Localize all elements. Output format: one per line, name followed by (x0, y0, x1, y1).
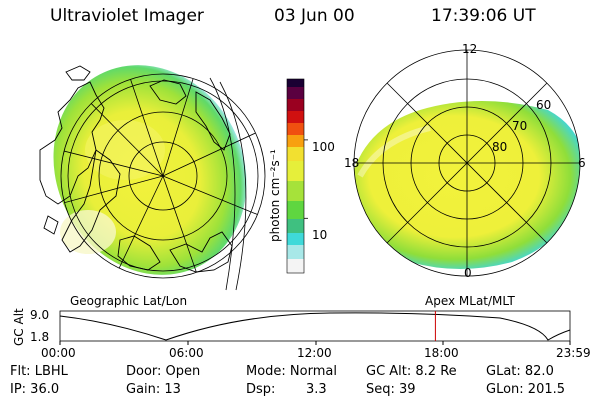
colorbar (286, 78, 308, 274)
altitude-curve (59, 312, 571, 341)
altitude-xtick-0600: 06:00 (169, 346, 204, 360)
geo-grid (61, 74, 265, 278)
left-map-caption: Geographic Lat/Lon (70, 294, 188, 308)
mlt-label-6: 6 (578, 156, 586, 170)
mlat-label-80: 80 (492, 140, 508, 154)
colorbar-tick-label-100: 100 (312, 140, 335, 154)
footer-ip: IP: 36.0 (10, 382, 60, 397)
magnetic-map (353, 49, 581, 277)
footer-seq: Seq: 39 (366, 382, 416, 397)
footer-filter: Flt: LBHL (10, 364, 68, 379)
altitude-xtick-0000: 00:00 (41, 346, 76, 360)
mlat-label-60: 60 (536, 98, 552, 112)
footer-door: Door: Open (126, 364, 201, 379)
colorbar-label: photon cm⁻²s⁻¹ (268, 149, 282, 242)
mlat-label-70: 70 (512, 119, 528, 133)
footer-mode: Mode: Normal (246, 364, 337, 379)
footer-glon: GLon: 201.5 (486, 382, 566, 397)
aurora-image-right (354, 101, 580, 269)
altitude-ylabel: GC Alt (12, 308, 26, 346)
altitude-ytick-1-8: 1.8 (30, 330, 50, 344)
footer-dsp-value: 3.3 (306, 382, 327, 397)
altitude-xtick-1800: 18:00 (424, 346, 459, 360)
altitude-plot (59, 310, 571, 345)
altitude-ytick-9: 9.0 (30, 308, 50, 322)
right-map-caption: Apex MLat/MLT (425, 294, 515, 308)
instrument-title: Ultraviolet Imager (50, 6, 204, 26)
altitude-xtick-2359: 23:59 (556, 346, 591, 360)
footer-gain: Gain: 13 (126, 382, 181, 397)
colorbar-tick-label-10: 10 (312, 228, 328, 242)
mlt-label-12: 12 (462, 42, 478, 56)
footer-dsp-label: Dsp: (246, 382, 276, 397)
footer-gc-alt: GC Alt: 8.2 Re (366, 364, 457, 379)
mlat-grid (353, 49, 581, 277)
time-label: 17:39:06 UT (431, 6, 536, 26)
mlt-label-18: 18 (344, 156, 360, 170)
date-label: 03 Jun 00 (274, 6, 355, 26)
altitude-xtick-1200: 12:00 (297, 346, 332, 360)
footer-glat: GLat: 82.0 (486, 364, 554, 379)
mlt-label-0: 0 (464, 266, 472, 280)
geographic-map (39, 65, 266, 291)
altitude-plot-frame (59, 310, 571, 342)
